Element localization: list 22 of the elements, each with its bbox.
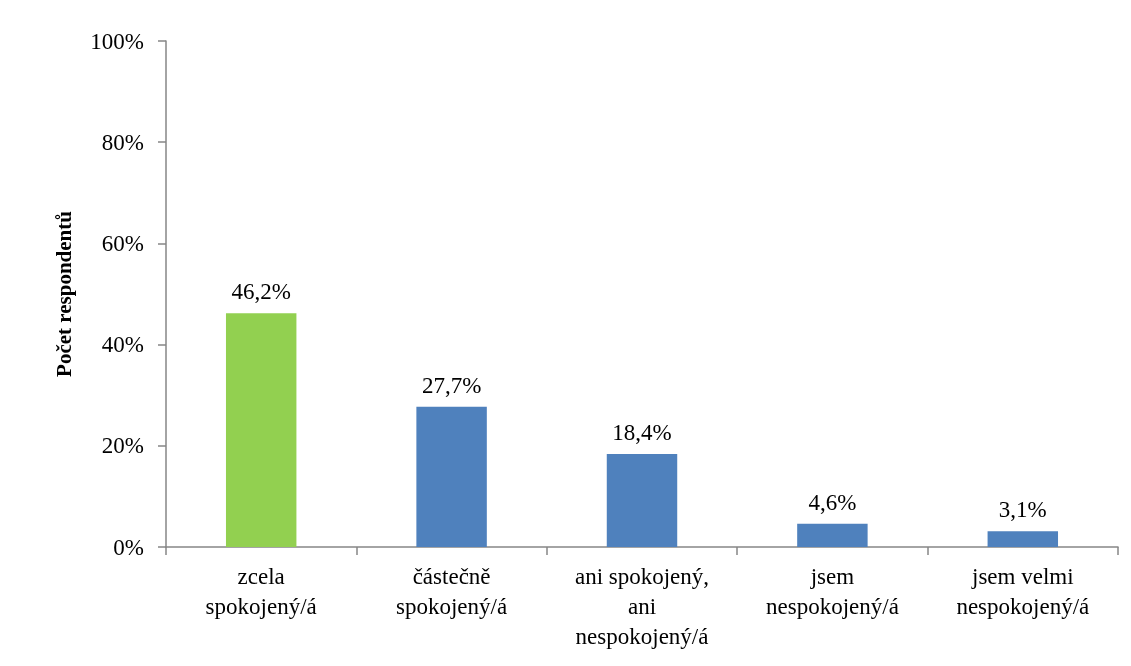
x-tick-label: jsem nespokojený/á xyxy=(765,563,899,619)
bar xyxy=(416,406,487,547)
bar xyxy=(606,453,678,547)
data-label: 4,6% xyxy=(808,489,857,515)
x-tick-label: ani spokojený, ani nespokojený/á xyxy=(574,563,710,649)
data-label: 27,7% xyxy=(421,372,482,398)
y-tick-label: 40% xyxy=(101,332,144,358)
y-tick-label: 100% xyxy=(90,28,144,54)
y-axis-title: Počet respondentů xyxy=(51,210,76,377)
y-tick-label: 60% xyxy=(101,230,144,256)
data-label: 46,2% xyxy=(231,279,291,305)
data-label: 18,4% xyxy=(612,419,672,445)
bar xyxy=(225,313,297,547)
x-tick-label: částečně spokojený/á xyxy=(396,563,508,619)
x-tick-label: jsem velmi nespokojený/á xyxy=(956,563,1090,619)
y-tick-label: 80% xyxy=(101,129,144,155)
bar xyxy=(797,523,868,547)
y-tick-label: 0% xyxy=(113,534,144,560)
bar xyxy=(987,531,1059,547)
y-tick-label: 20% xyxy=(101,433,144,459)
data-label: 3,1% xyxy=(998,497,1047,523)
x-tick-label: zcela spokojený/á xyxy=(205,563,317,619)
